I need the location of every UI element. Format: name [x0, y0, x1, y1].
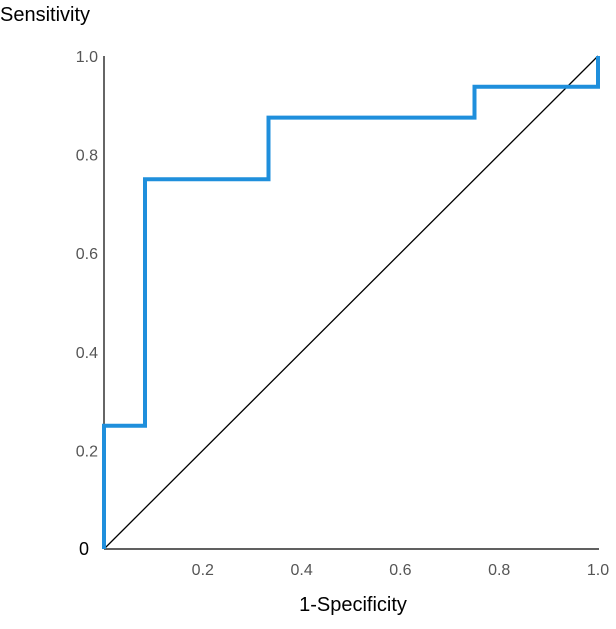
y-tick-label: 0	[79, 539, 89, 559]
y-axis-title: Sensitivity	[0, 4, 90, 26]
series-layer	[102, 55, 600, 550]
x-tick-label: 1.0	[587, 562, 609, 579]
x-tick-label: 0.8	[488, 562, 510, 579]
y-tick-label: 0.4	[76, 345, 98, 362]
y-tick-label: 0.6	[76, 246, 98, 263]
roc-curve-line	[102, 56, 600, 549]
x-tick-label: 0.6	[389, 562, 411, 579]
tick-labels: 0.2 0.4 0.6 0.8 1.0 0 0.2 0.4 0.6 0.8 1.0	[76, 49, 609, 579]
x-tick-label: 0.2	[192, 562, 214, 579]
x-tick-label: 0.4	[290, 562, 312, 579]
y-tick-label: 0.2	[76, 443, 98, 460]
reference-diagonal-line	[103, 55, 599, 550]
y-tick-label: 0.8	[76, 148, 98, 165]
x-axis-title: 1-Specificity	[299, 594, 407, 616]
y-tick-label: 1.0	[76, 49, 98, 66]
